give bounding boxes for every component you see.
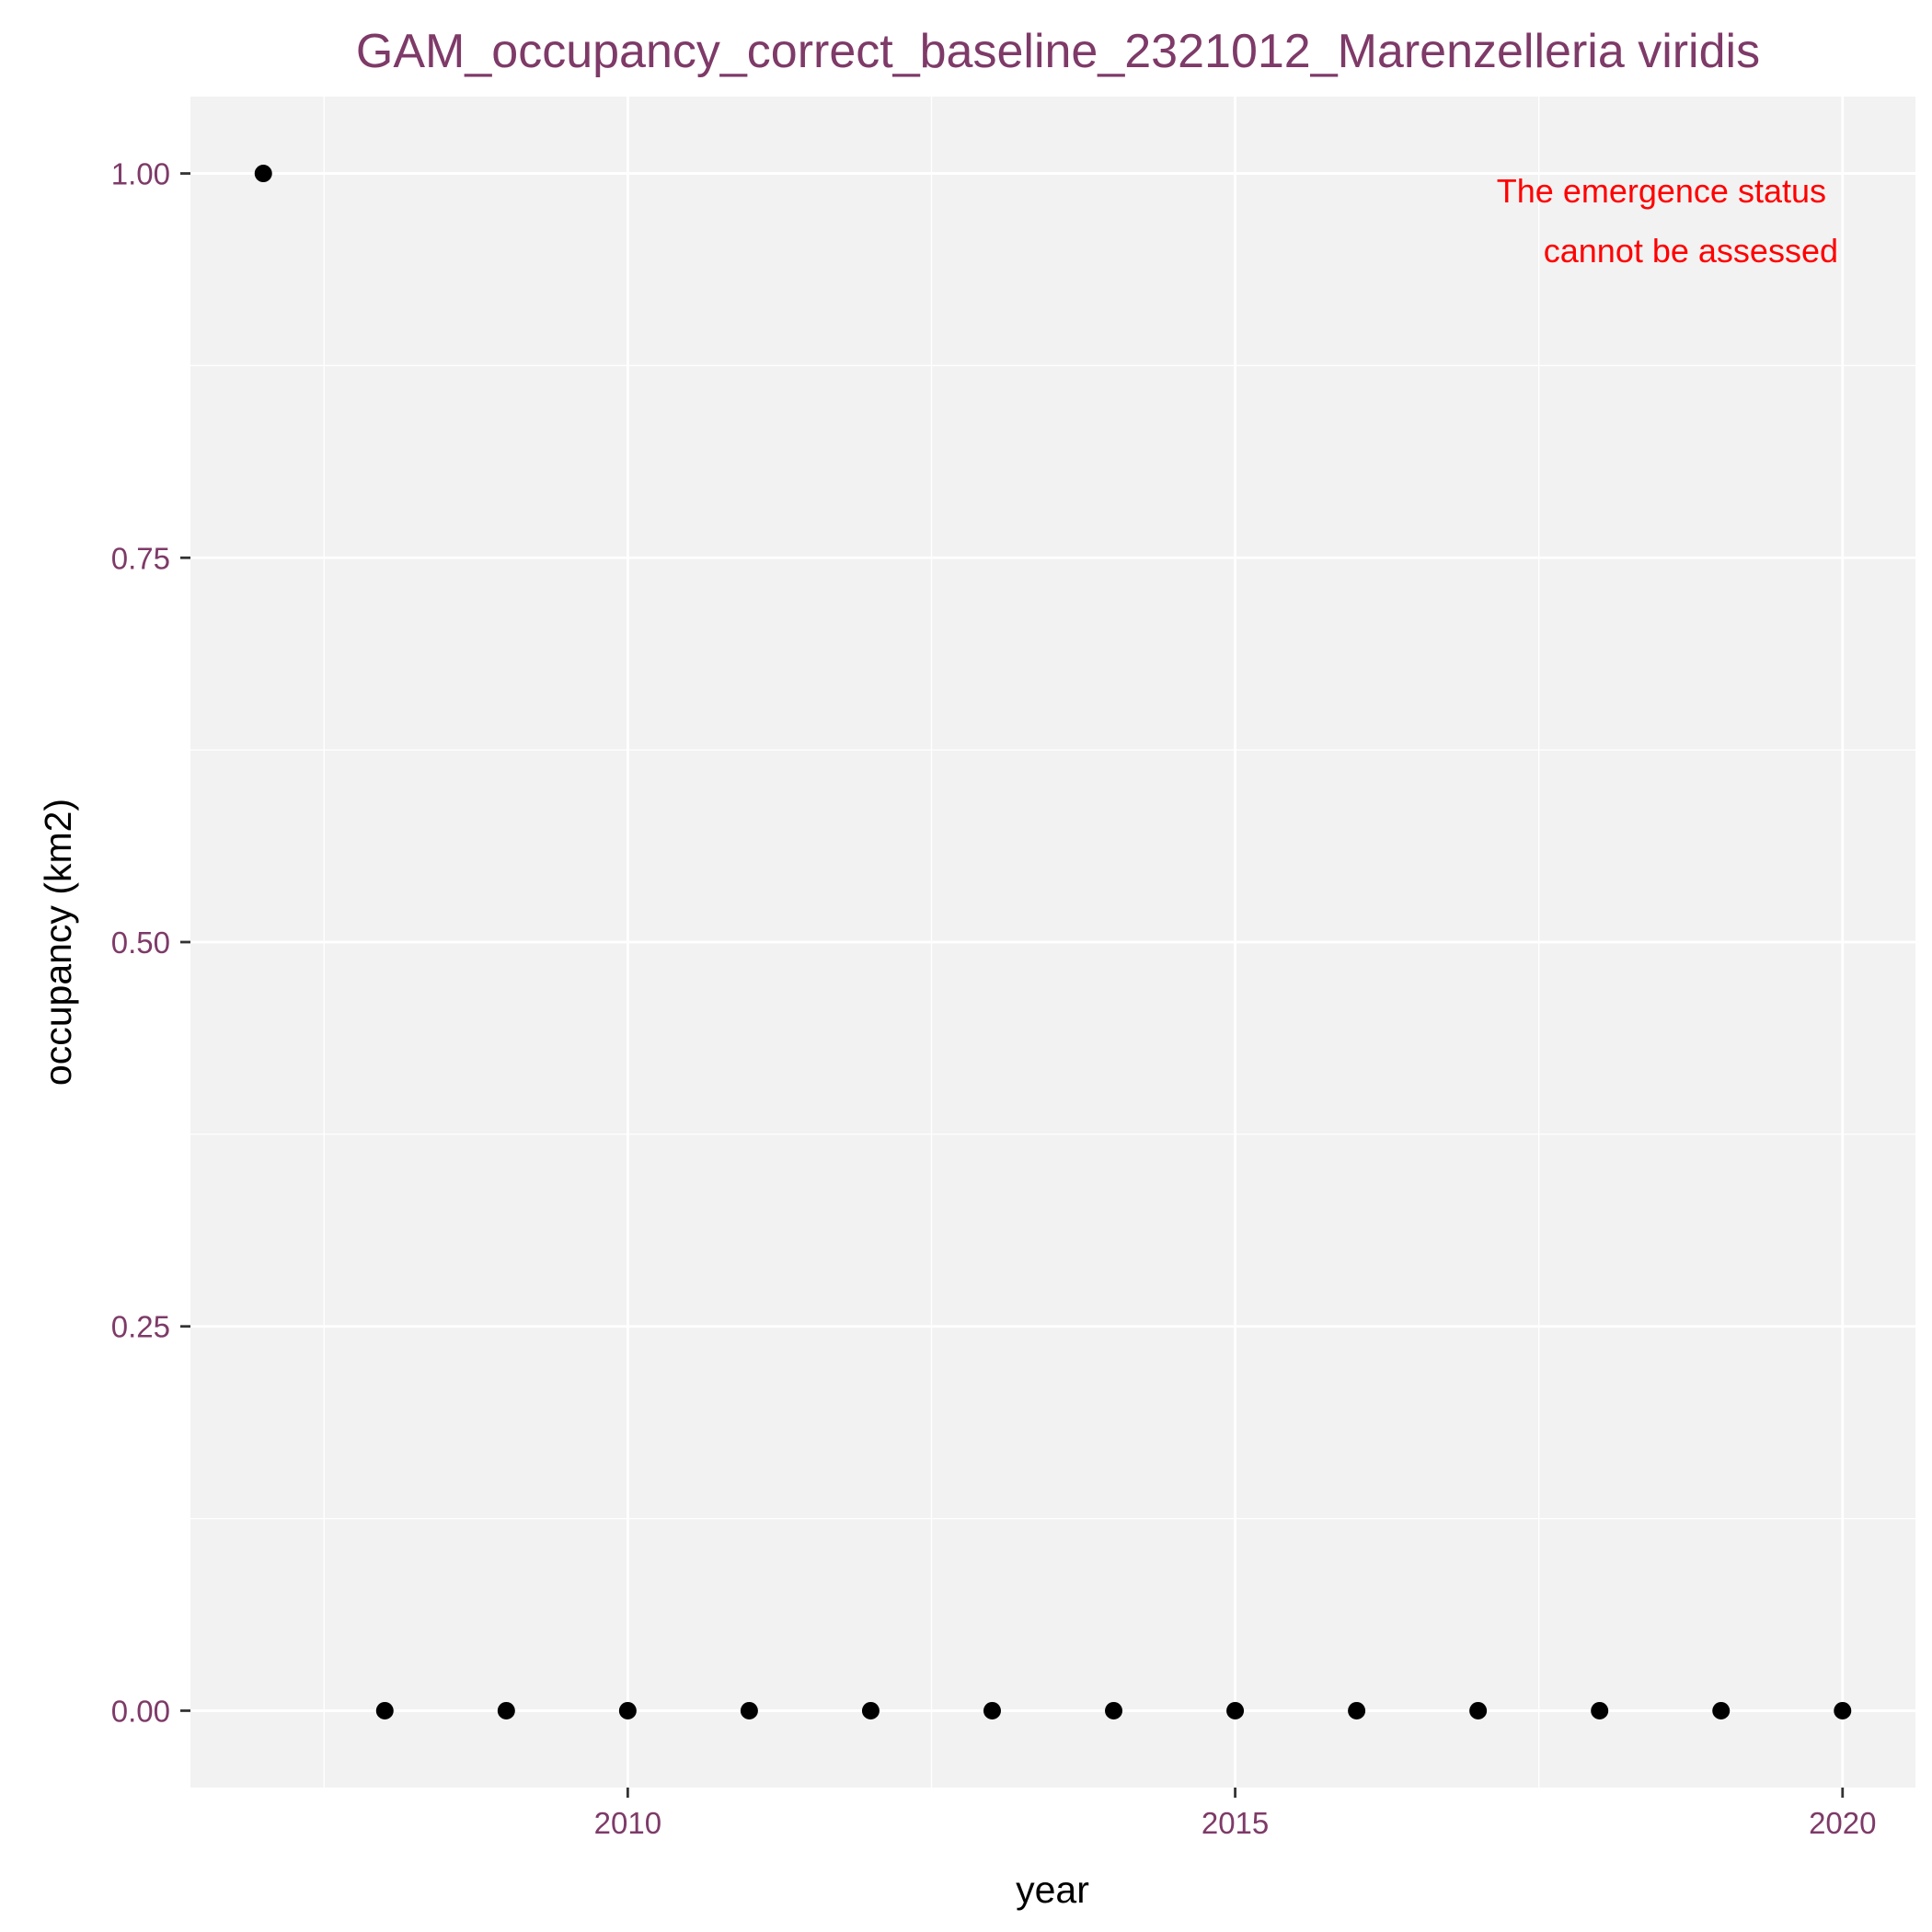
data-point <box>254 165 272 183</box>
data-point <box>1834 1701 1852 1719</box>
data-point <box>740 1701 758 1719</box>
data-point <box>375 1701 394 1719</box>
annotation: The emergence status cannot be assessed <box>1497 172 1838 270</box>
y-tick-label: 1.00 <box>111 157 170 191</box>
x-axis-title: year <box>1016 1869 1089 1911</box>
chart-title: GAM_occupancy_correct_baseline_2321012_M… <box>356 25 1760 78</box>
data-point <box>1469 1701 1488 1719</box>
data-point <box>497 1701 515 1719</box>
x-tick-label: 2020 <box>1809 1806 1876 1840</box>
annotation-line-2: cannot be assessed <box>1544 232 1838 270</box>
data-point <box>618 1701 637 1719</box>
y-tick-label: 0.75 <box>111 541 170 575</box>
y-tick-label: 0.50 <box>111 926 170 960</box>
y-tick-label: 0.25 <box>111 1310 170 1344</box>
x-tick-label: 2015 <box>1202 1806 1269 1840</box>
annotation-line-1: The emergence status <box>1497 172 1826 210</box>
y-axis-title: occupancy (km2) <box>37 799 79 1086</box>
data-points <box>254 165 1852 1719</box>
x-tick-label: 2010 <box>594 1806 661 1840</box>
data-point <box>1226 1701 1245 1719</box>
data-point <box>1105 1701 1123 1719</box>
data-point <box>861 1701 880 1719</box>
grid-major <box>190 97 1915 1788</box>
y-tick-label: 0.00 <box>111 1694 170 1728</box>
data-point <box>983 1701 1001 1719</box>
y-axis: 0.00 0.25 0.50 0.75 1.00 <box>111 157 190 1728</box>
data-point <box>1348 1701 1366 1719</box>
data-point <box>1712 1701 1731 1719</box>
data-point <box>1591 1701 1609 1719</box>
x-axis: 2010 2015 2020 <box>594 1788 1876 1840</box>
